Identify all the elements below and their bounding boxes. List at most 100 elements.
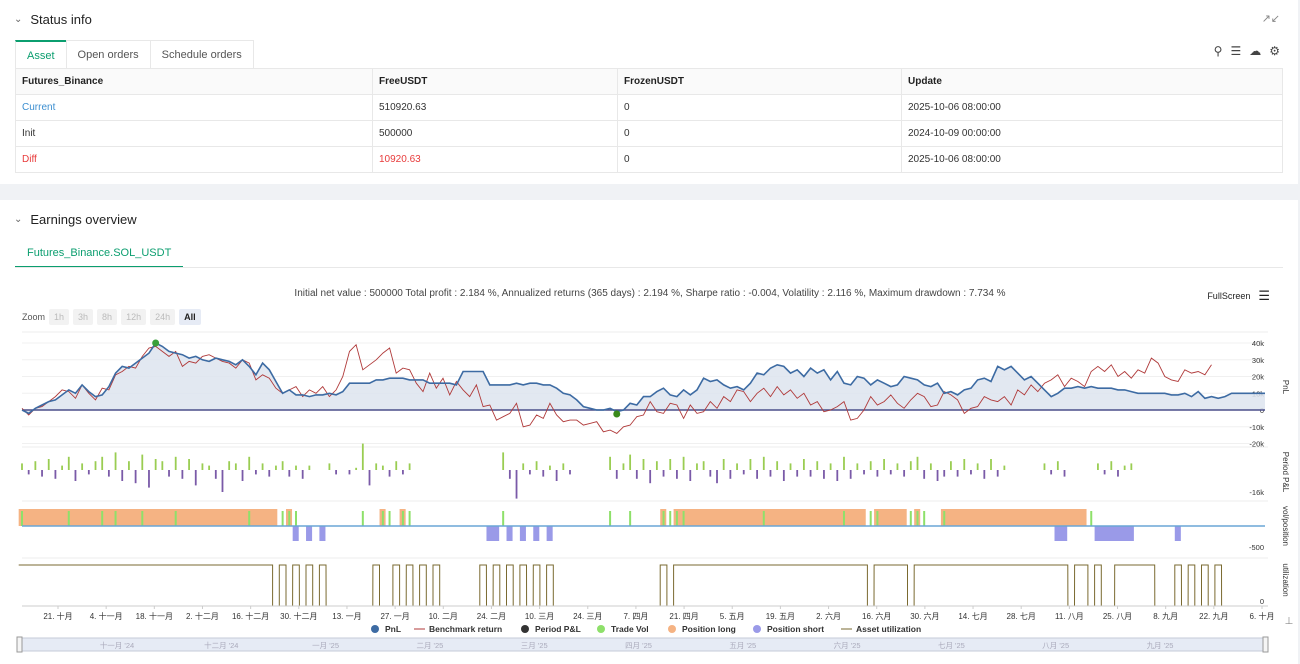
period-tick-label: -16k (1249, 488, 1264, 497)
vol-axis-title: vol/position (1281, 506, 1290, 546)
navigator-handle-left (16, 636, 23, 653)
zoom-24h-button[interactable]: 24h (150, 309, 176, 325)
status-header[interactable]: ⌄ Status info (14, 12, 92, 27)
period-pnl-bar (983, 470, 986, 479)
settings-icon[interactable]: ⚙ (1269, 44, 1280, 58)
tab-schedule-orders[interactable]: Schedule orders (149, 40, 254, 70)
period-pnl-bar (816, 461, 819, 470)
x-tick-label: 19. 五月 (766, 612, 795, 621)
period-pnl-bar (796, 470, 799, 477)
period-pnl-bar (201, 463, 204, 470)
legend-item: Trade Vol (611, 624, 649, 634)
legend-symbol (597, 625, 605, 633)
trade-vol-bar (294, 511, 297, 526)
cloud-icon[interactable]: ☁ (1249, 44, 1262, 58)
trade-vol-bar (923, 511, 926, 526)
pnl-tick-label: 20k (1252, 373, 1264, 382)
period-pnl-bar (328, 463, 331, 470)
period-pnl-bar (402, 470, 404, 475)
collapse-icon[interactable]: ↗↙ (1261, 13, 1280, 25)
trade-vol-bar (388, 511, 391, 526)
period-pnl-bar (1110, 461, 1113, 470)
trade-vol-bar (609, 511, 612, 526)
period-pnl-bar (27, 470, 30, 475)
period-pnl-bar (876, 470, 879, 477)
period-pnl-bar (1063, 470, 1066, 477)
pnl-tick-label: 40k (1252, 339, 1264, 348)
fullscreen-button[interactable]: FullScreen (1207, 291, 1251, 301)
period-pnl-bar (696, 463, 698, 470)
zoom-12h-button[interactable]: 12h (121, 309, 147, 325)
period-pnl-bar (1097, 463, 1099, 470)
asset-table: Futures_Binance FreeUSDT FrozenUSDT Upda… (15, 68, 1283, 173)
period-pnl-bar (214, 470, 217, 479)
trade-vol-bar (21, 511, 23, 526)
period-pnl-bar (829, 463, 832, 470)
x-tick-label: 16. 十二月 (232, 611, 269, 621)
legend-symbol (668, 625, 676, 633)
col-exchange[interactable]: Futures_Binance (15, 68, 373, 95)
pnl-area (22, 343, 1265, 414)
menu-icon[interactable]: ☰ (1258, 288, 1270, 303)
x-tick-label: 7. 四月 (623, 612, 648, 621)
period-pnl-bar (308, 465, 311, 470)
period-pnl-bar (903, 470, 906, 477)
period-pnl-bar (148, 470, 150, 488)
zoom-8h-button[interactable]: 8h (97, 309, 118, 325)
period-pnl-bar (609, 456, 611, 470)
period-pnl-bar (295, 465, 297, 470)
period-pnl-bar (1130, 463, 1133, 470)
period-pnl-bar (849, 470, 852, 479)
period-pnl-bar (535, 461, 538, 470)
period-pnl-bar (47, 459, 50, 470)
col-update[interactable]: Update (901, 68, 1283, 95)
trade-vol-bar (762, 511, 765, 526)
status-title: Status info (30, 12, 92, 27)
navigator-label: 一月 '25 (312, 641, 339, 650)
list-icon[interactable]: ☰ (1230, 44, 1242, 58)
x-tick-label: 22. 九月 (1199, 612, 1228, 621)
trade-vol-bar (361, 511, 364, 526)
period-pnl-bar (275, 465, 277, 470)
tab-asset[interactable]: Asset (15, 40, 67, 70)
chevron-down-icon[interactable]: ⌄ (14, 214, 23, 225)
period-pnl-bar (716, 470, 718, 484)
navigator-label: 十一月 '24 (100, 640, 134, 650)
period-pnl-bar (375, 463, 378, 470)
earnings-header[interactable]: ⌄ Earnings overview (14, 212, 137, 227)
x-tick-label: 27. 一月 (380, 612, 409, 621)
tab-open-orders[interactable]: Open orders (65, 40, 151, 70)
chevron-down-icon[interactable]: ⌄ (14, 14, 23, 25)
period-pnl-bar (348, 470, 351, 475)
legend-item: Position short (767, 624, 824, 634)
col-frozen[interactable]: FrozenUSDT (617, 68, 902, 95)
navigator-label: 八月 '25 (1042, 641, 1069, 650)
x-tick-label: 10. 三月 (525, 612, 554, 621)
period-pnl-bar (381, 465, 384, 470)
navigator-label: 二月 '25 (416, 641, 443, 650)
row-label: Current (15, 94, 373, 121)
benchmark-line (21, 343, 1212, 434)
period-pnl-bar (502, 452, 505, 470)
col-free[interactable]: FreeUSDT (372, 68, 618, 95)
period-pnl-bar (742, 470, 745, 475)
period-pnl-bar (154, 459, 157, 470)
zoom-1h-button[interactable]: 1h (49, 309, 70, 325)
period-pnl-bar (996, 470, 999, 477)
period-pnl-bar (936, 470, 939, 481)
zoom-all-button[interactable]: All (179, 309, 201, 325)
period-pnl-bar (789, 463, 792, 470)
search-icon[interactable]: ⚲ (1213, 44, 1223, 58)
trade-vol-bar (916, 511, 919, 526)
period-pnl-bar (802, 459, 805, 470)
period-pnl-bar (188, 459, 190, 470)
period-pnl-bar (101, 456, 104, 470)
row-frozen: 0 (617, 120, 902, 147)
period-pnl-bar (107, 470, 110, 477)
period-pnl-bar (836, 470, 839, 481)
legend-item: Period P&L (535, 624, 581, 634)
period-pnl-bar (702, 461, 705, 470)
zoom-3h-button[interactable]: 3h (73, 309, 94, 325)
legend-item: PnL (385, 624, 401, 634)
